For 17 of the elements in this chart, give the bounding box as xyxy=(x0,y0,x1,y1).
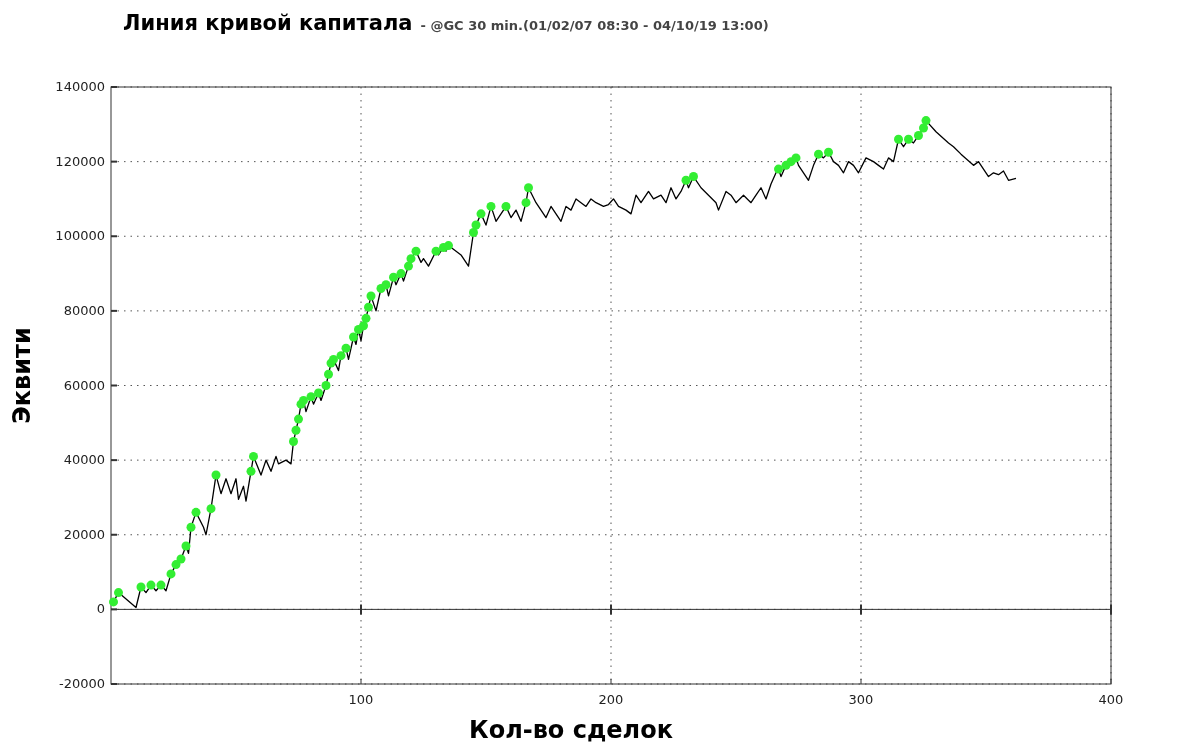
y-tick-label: 140000 xyxy=(55,79,105,94)
x-tick-label: 400 xyxy=(1098,692,1124,707)
x-tick-label: 100 xyxy=(348,692,374,707)
x-tick-label: 300 xyxy=(848,692,874,707)
chart-subtitle: - @GC 30 min.(01/02/07 08:30 - 04/10/19 13:00) xyxy=(420,18,769,33)
y-tick-label: 60000 xyxy=(63,377,105,393)
y-tick-label: 20000 xyxy=(63,526,105,542)
y-axis-title: Эквити xyxy=(8,327,36,424)
chart-title: Линия кривой капитала xyxy=(123,11,413,35)
y-tick-label: 0 xyxy=(96,601,105,617)
y-tick-label: 80000 xyxy=(63,302,105,318)
y-tick-label: 40000 xyxy=(63,452,105,468)
y-tick-label: 100000 xyxy=(55,228,105,244)
y-tick-label: 120000 xyxy=(55,153,105,169)
y-tick-label: -20000 xyxy=(58,676,105,691)
x-tick-label: 200 xyxy=(598,692,624,707)
x-axis-title: Кол-во сделок xyxy=(469,716,673,744)
